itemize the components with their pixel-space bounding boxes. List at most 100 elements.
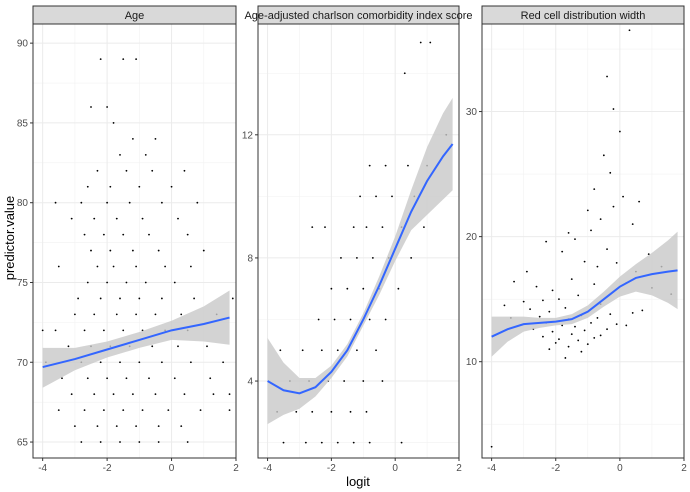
y-tick-label: 20: [466, 232, 478, 243]
data-point: [99, 58, 102, 61]
data-point: [106, 281, 109, 284]
data-point: [57, 409, 60, 412]
x-tick-label: -4: [263, 463, 272, 474]
smooth-line: [42, 316, 230, 369]
data-point: [93, 217, 96, 220]
data-point: [574, 325, 576, 328]
data-point: [154, 137, 157, 140]
data-point: [138, 185, 141, 188]
data-point: [109, 185, 112, 188]
facet-panel-3: Red cell distribution width -4 -2 0 2 10 20 30: [466, 5, 687, 474]
data-point: [362, 380, 365, 382]
y-tick-label: 85: [17, 118, 29, 129]
data-point: [167, 409, 170, 412]
data-point: [99, 297, 102, 300]
data-point: [320, 441, 323, 444]
data-point: [330, 410, 333, 413]
data-point: [561, 324, 564, 327]
data-point: [602, 154, 605, 157]
data-point: [567, 345, 570, 348]
data-point: [93, 393, 96, 396]
data-point: [365, 410, 368, 413]
data-point: [144, 281, 147, 284]
data-point: [558, 338, 560, 341]
data-point: [570, 333, 573, 336]
data-point: [564, 357, 567, 359]
data-point: [625, 324, 628, 327]
panel-border: [32, 23, 237, 459]
data-point: [590, 322, 592, 324]
data-point: [99, 361, 102, 364]
data-point: [596, 265, 599, 268]
data-point: [330, 287, 333, 290]
panel-border: [481, 23, 685, 459]
data-point: [138, 361, 141, 364]
confidence-band: [42, 290, 230, 388]
data-point: [570, 278, 573, 281]
data-point: [622, 195, 624, 198]
data-point: [73, 313, 76, 316]
data-point: [631, 223, 634, 226]
data-point: [41, 329, 44, 332]
data-point: [157, 425, 160, 427]
confidence-band: [491, 231, 678, 357]
data-point: [641, 309, 644, 312]
data-point: [109, 249, 112, 252]
facet-panel-2: Age-adjusted charlson comorbidity index …: [242, 5, 473, 474]
data-point: [593, 337, 596, 339]
data-point: [154, 393, 157, 396]
data-point: [122, 409, 125, 412]
data-point: [141, 409, 144, 412]
data-point: [324, 226, 326, 229]
data-point: [83, 233, 86, 236]
data-point: [356, 257, 358, 259]
data-point: [102, 233, 105, 236]
data-point: [125, 281, 128, 284]
data-point: [160, 361, 163, 364]
data-point: [490, 445, 493, 448]
data-point: [135, 58, 138, 61]
data-point: [112, 122, 115, 124]
x-tick-label: 2: [233, 463, 239, 474]
data-point: [177, 345, 179, 348]
data-point: [160, 201, 163, 204]
y-tick-label: 90: [17, 39, 29, 50]
data-point: [180, 313, 183, 316]
facet-strip-title: Age-adjusted charlson comorbidity index …: [244, 10, 472, 22]
data-point: [336, 349, 339, 352]
data-point: [164, 265, 167, 268]
data-point: [362, 287, 365, 290]
data-point: [577, 294, 580, 297]
data-point: [346, 287, 349, 290]
data-point: [86, 281, 89, 284]
data-point: [282, 441, 285, 444]
data-point: [586, 209, 589, 212]
data-point: [561, 250, 564, 253]
data-point: [558, 298, 560, 301]
data-point: [429, 41, 432, 44]
data-point: [583, 329, 586, 332]
data-point: [209, 377, 212, 380]
data-point: [349, 410, 352, 413]
data-point: [154, 313, 157, 316]
data-point: [54, 201, 57, 204]
data-point: [349, 318, 352, 321]
data-point: [131, 249, 134, 252]
data-point: [596, 317, 599, 319]
data-point: [545, 240, 548, 243]
data-point: [119, 297, 121, 300]
x-tick-label: -4: [487, 463, 496, 474]
data-point: [295, 410, 298, 413]
data-point: [538, 315, 541, 318]
data-point: [151, 169, 154, 172]
data-point: [320, 349, 323, 352]
data-point: [186, 441, 189, 443]
data-point: [70, 393, 73, 396]
data-point: [151, 345, 154, 348]
data-point: [177, 217, 179, 220]
data-point: [301, 349, 304, 352]
data-point: [391, 195, 393, 198]
data-point: [144, 153, 147, 156]
data-point: [615, 323, 618, 326]
